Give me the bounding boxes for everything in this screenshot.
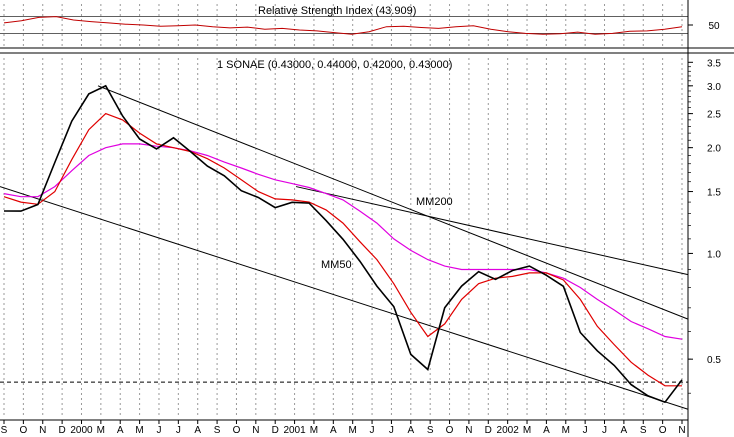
- x-tick-label: M: [97, 425, 105, 436]
- price-y-tick-label: 3.0: [707, 82, 721, 93]
- rsi-y-ticks: 50: [688, 21, 720, 32]
- rsi-y-tick-label: 50: [708, 21, 720, 32]
- x-tick-label: A: [117, 425, 124, 436]
- trendline: [97, 85, 689, 320]
- trendline: [0, 186, 689, 410]
- x-tick-label: D: [58, 425, 65, 436]
- x-tick-label: N: [252, 425, 259, 436]
- price-y-tick-label: 3.5: [707, 58, 721, 69]
- x-tick-label: D: [485, 425, 492, 436]
- price-line: [3, 84, 683, 404]
- mm50-line: [3, 112, 682, 387]
- x-tick-label: S: [427, 425, 434, 436]
- price-y-tick-label: 2.5: [707, 110, 721, 121]
- x-tick-label: M: [562, 425, 570, 436]
- price-y-tick-label: 0.5: [707, 355, 721, 366]
- price-y-tick-label: 1.0: [707, 249, 721, 260]
- x-tick-label: M: [349, 425, 357, 436]
- x-tick-label: J: [583, 425, 588, 436]
- x-tick-label: M: [523, 425, 531, 436]
- x-tick-label: M: [310, 425, 318, 436]
- x-tick-label: J: [176, 425, 181, 436]
- x-tick-label: J: [370, 425, 375, 436]
- x-tick-label: S: [1, 425, 8, 436]
- price-panel: 1 SONAE (0.43000, 0.44000, 0.42000, 0.43…: [0, 58, 721, 418]
- mm50-annotation: MM50: [321, 259, 352, 271]
- price-title: 1 SONAE (0.43000, 0.44000, 0.42000, 0.43…: [217, 59, 452, 71]
- mm200-line: [3, 143, 683, 340]
- rsi-panel: Relative Strength Index (43.909) 50: [0, 4, 720, 46]
- x-tick-label: A: [543, 425, 550, 436]
- x-tick-label: O: [19, 425, 27, 436]
- x-axis: S O N D 2000 M A M J J A S O N D 2001 M A M J J A S O N D 2002 M A M J…: [1, 420, 686, 436]
- x-tick-label: N: [678, 425, 685, 436]
- x-tick-label: J: [156, 425, 161, 436]
- x-tick-label: S: [214, 425, 221, 436]
- x-tick-label: 2001: [283, 425, 306, 436]
- rsi-grid: [0, 4, 688, 46]
- x-tick-label: O: [446, 425, 454, 436]
- rsi-line: [3, 16, 683, 35]
- x-tick-label: N: [465, 425, 472, 436]
- x-tick-label: A: [407, 425, 414, 436]
- trendlines: [0, 85, 689, 410]
- x-tick-label: 2002: [497, 425, 520, 436]
- x-tick-label: J: [602, 425, 607, 436]
- x-tick-label: J: [389, 425, 394, 436]
- x-tick-label: A: [330, 425, 337, 436]
- x-tick-label: A: [621, 425, 628, 436]
- x-tick-label: S: [640, 425, 647, 436]
- x-tick-label: M: [135, 425, 143, 436]
- x-tick-label: N: [39, 425, 46, 436]
- x-tick-label: D: [272, 425, 279, 436]
- x-tick-label: O: [233, 425, 241, 436]
- x-tick-label: A: [194, 425, 201, 436]
- x-tick-label: 2000: [70, 425, 93, 436]
- mm200-annotation: MM200: [416, 196, 453, 208]
- rsi-title: Relative Strength Index (43.909): [258, 5, 416, 17]
- x-tick-label: O: [659, 425, 667, 436]
- trendline: [295, 186, 689, 276]
- price-y-tick-label: 2.0: [707, 144, 721, 155]
- price-y-tick-label: 1.5: [707, 188, 721, 199]
